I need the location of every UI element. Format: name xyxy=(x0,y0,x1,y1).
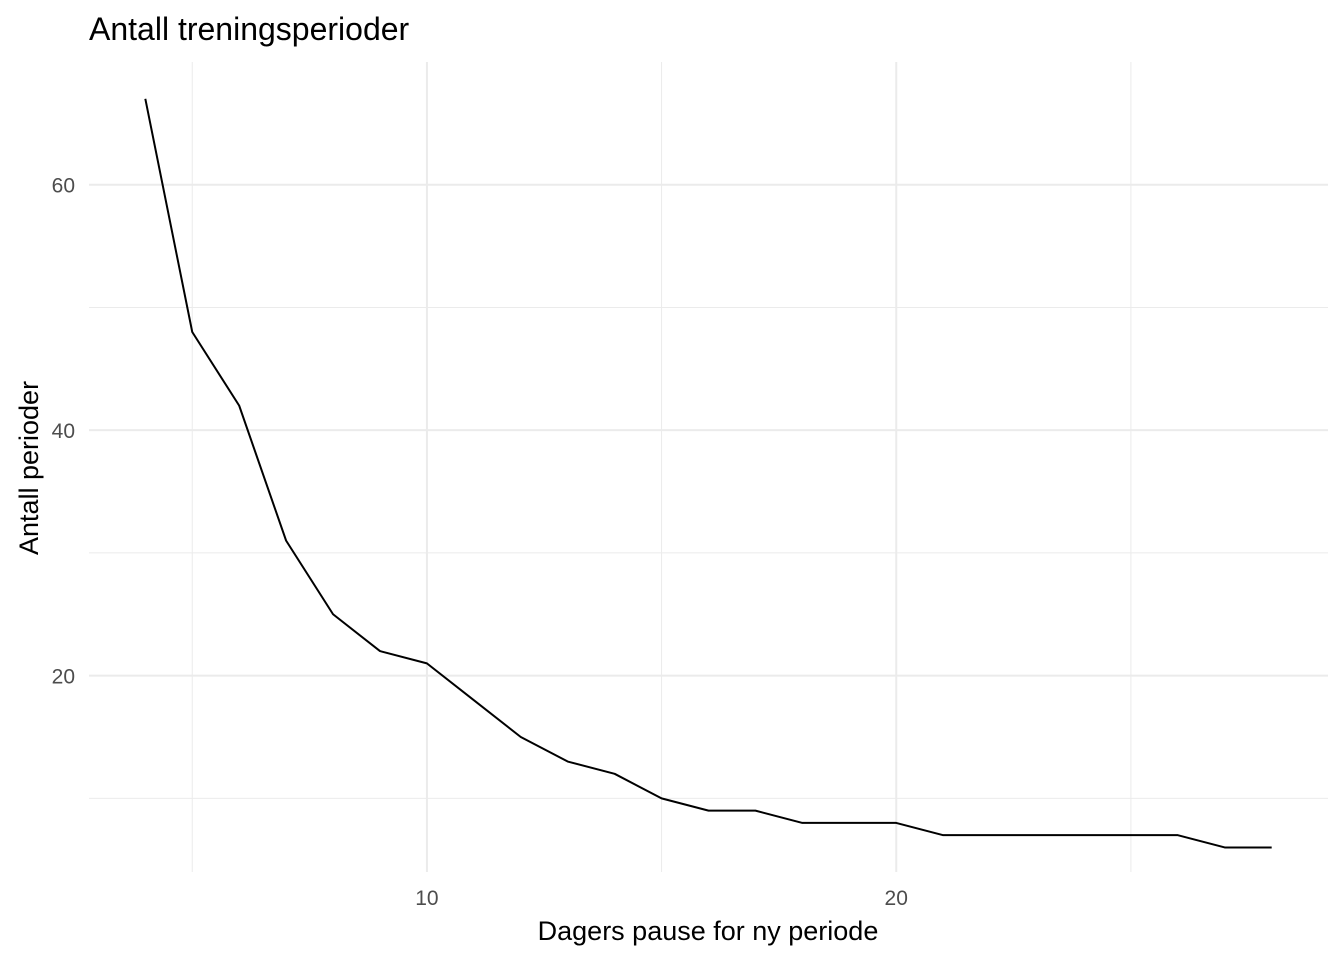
x-axis-title: Dagers pause for ny periode xyxy=(538,916,879,946)
series-line xyxy=(144,98,1272,849)
chart-title: Antall treningsperioder xyxy=(89,11,410,47)
y-tick-label: 40 xyxy=(52,420,75,443)
y-axis-title: Antall perioder xyxy=(14,381,44,555)
y-tick-label: 20 xyxy=(52,666,75,689)
series-layer xyxy=(144,98,1272,849)
x-tick-label: 20 xyxy=(885,887,908,910)
grid-layer xyxy=(89,62,1328,872)
y-tick-label: 60 xyxy=(52,175,75,198)
x-tick-label: 10 xyxy=(415,887,438,910)
tick-label-layer: 20 40 60 10 20 xyxy=(52,175,908,910)
